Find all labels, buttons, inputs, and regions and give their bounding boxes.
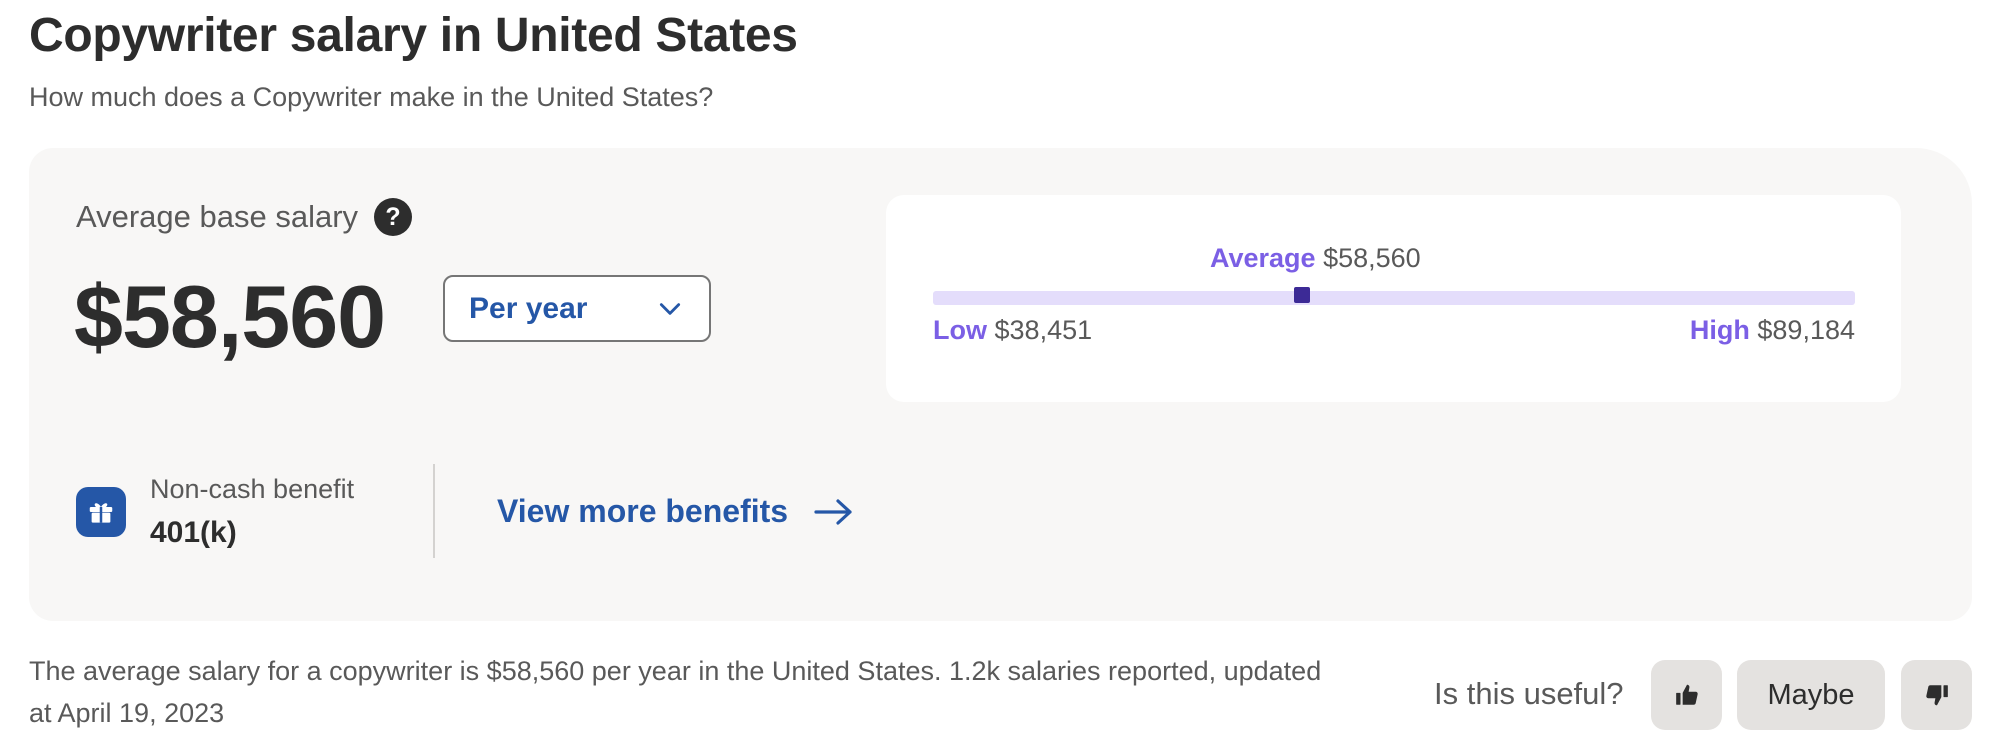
arrow-right-icon	[814, 498, 852, 525]
divider	[433, 464, 435, 558]
chevron-down-icon	[659, 302, 681, 315]
thumbs-up-button[interactable]	[1651, 660, 1722, 730]
average-salary-label: Average base salary	[76, 199, 359, 234]
range-average-marker	[1293, 287, 1310, 303]
pay-period-select[interactable]: Per year	[443, 275, 711, 342]
maybe-button[interactable]: Maybe	[1737, 660, 1885, 730]
salary-amount: $58,560	[74, 267, 386, 366]
benefit-value: 401(k)	[150, 516, 237, 549]
salary-range-panel: Average $58,560 Low $38,451 High $89,184	[886, 195, 1901, 402]
range-high: High $89,184	[1690, 315, 1855, 346]
gift-icon	[76, 487, 126, 537]
range-high-key: High	[1689, 315, 1750, 345]
range-low-key: Low	[933, 315, 987, 345]
thumbs-down-icon	[1925, 685, 1948, 706]
pay-period-selected: Per year	[469, 291, 588, 325]
feedback-question: Is this useful?	[1434, 676, 1624, 711]
benefit-caption: Non-cash benefit	[150, 474, 355, 504]
thumbs-down-button[interactable]	[1901, 660, 1972, 730]
range-average: Average $58,560	[1210, 243, 1421, 274]
page-subtitle: How much does a Copywriter make in the U…	[29, 82, 714, 112]
range-high-value: $89,184	[1757, 315, 1855, 345]
range-average-key: Average	[1210, 243, 1316, 273]
range-track	[933, 291, 1855, 305]
range-average-value: $58,560	[1323, 243, 1421, 273]
view-more-benefits-link[interactable]: View more benefits	[497, 493, 854, 530]
view-more-benefits-label: View more benefits	[497, 493, 789, 529]
average-salary-label-row: Average base salary ?	[76, 198, 413, 236]
range-low-value: $38,451	[994, 315, 1093, 345]
thumbs-up-icon	[1675, 684, 1698, 705]
page-title: Copywriter salary in United States	[29, 9, 798, 62]
help-icon[interactable]: ?	[374, 198, 413, 236]
range-low: Low $38,451	[933, 315, 1092, 346]
salary-card: Average base salary ? $58,560 Per year A…	[29, 148, 1972, 621]
salary-summary: The average salary for a copywriter is $…	[29, 656, 1322, 728]
